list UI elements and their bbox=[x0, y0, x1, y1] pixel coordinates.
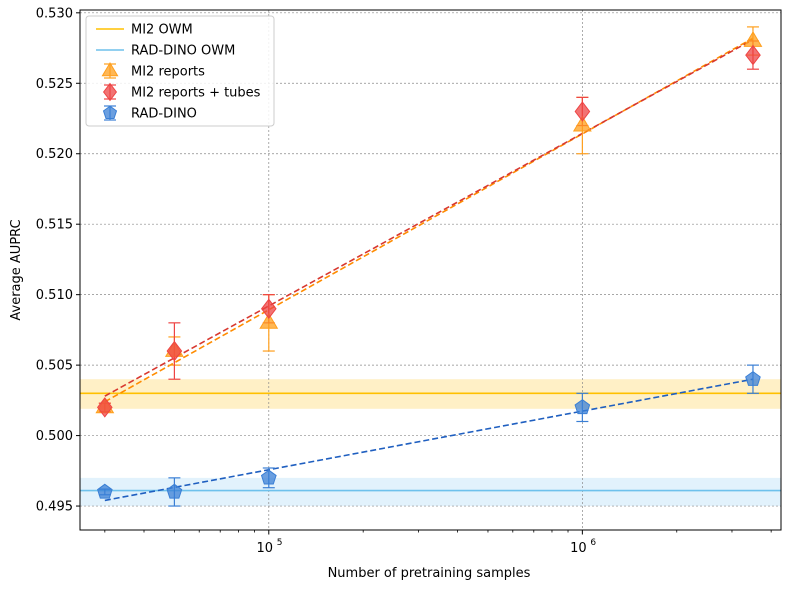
data-point bbox=[259, 312, 279, 329]
grid-lines bbox=[80, 10, 781, 530]
reference-bands bbox=[80, 379, 781, 507]
data-point bbox=[166, 340, 183, 362]
data-point bbox=[572, 115, 592, 132]
trend-lines bbox=[104, 37, 754, 502]
legend-label: RAD-DINO bbox=[131, 107, 197, 122]
data-point bbox=[574, 101, 591, 122]
x-axis-label: Number of pretraining samples bbox=[328, 566, 531, 581]
y-tick-label: 0.500 bbox=[36, 429, 73, 444]
data-point bbox=[166, 483, 183, 499]
legend: MI2 OWM RAD-DINO OWM MI2 reports MI2 report… bbox=[85, 15, 275, 127]
trend-line bbox=[104, 37, 754, 403]
data-point bbox=[745, 370, 761, 386]
x-axis: 10 5 10 6 bbox=[104, 530, 772, 556]
x-tick-label: 10 bbox=[570, 541, 587, 556]
x-tick-label: 10 bbox=[257, 541, 274, 556]
y-tick-label: 0.530 bbox=[36, 6, 73, 21]
reference-lines bbox=[80, 392, 781, 492]
data-point bbox=[743, 31, 763, 47]
data-point bbox=[260, 298, 277, 320]
y-tick-label: 0.510 bbox=[36, 288, 73, 303]
y-axis: 0.495 0.500 0.505 0.510 0.515 0.520 0.525 0.530 bbox=[36, 6, 80, 515]
data-markers bbox=[95, 31, 763, 499]
plot-frame bbox=[79, 9, 782, 531]
data-point bbox=[97, 483, 113, 499]
trend-line bbox=[104, 378, 754, 502]
data-point bbox=[96, 397, 113, 418]
y-tick-label: 0.520 bbox=[36, 147, 73, 162]
y-tick-label: 0.495 bbox=[36, 500, 73, 515]
legend-marker bbox=[101, 62, 119, 77]
legend-label: MI2 reports bbox=[131, 65, 205, 80]
data-point bbox=[745, 44, 761, 66]
y-axis-label: Average AUPRC bbox=[9, 219, 24, 320]
x-tick-exponent: 5 bbox=[277, 538, 283, 548]
data-point bbox=[260, 469, 277, 485]
y-tick-label: 0.525 bbox=[36, 77, 73, 92]
x-tick-exponent: 6 bbox=[590, 538, 596, 548]
legend-label: MI2 OWM bbox=[131, 23, 193, 38]
legend-label: MI2 reports + tubes bbox=[131, 86, 261, 101]
legend-marker bbox=[102, 82, 118, 102]
data-point bbox=[574, 399, 591, 415]
trend-line bbox=[104, 38, 754, 397]
legend-marker bbox=[102, 105, 118, 119]
legend-box bbox=[85, 15, 275, 127]
reference-band bbox=[80, 477, 781, 507]
y-tick-label: 0.515 bbox=[36, 218, 73, 233]
legend-label: RAD-DINO OWM bbox=[131, 44, 235, 59]
y-tick-label: 0.505 bbox=[36, 359, 73, 374]
